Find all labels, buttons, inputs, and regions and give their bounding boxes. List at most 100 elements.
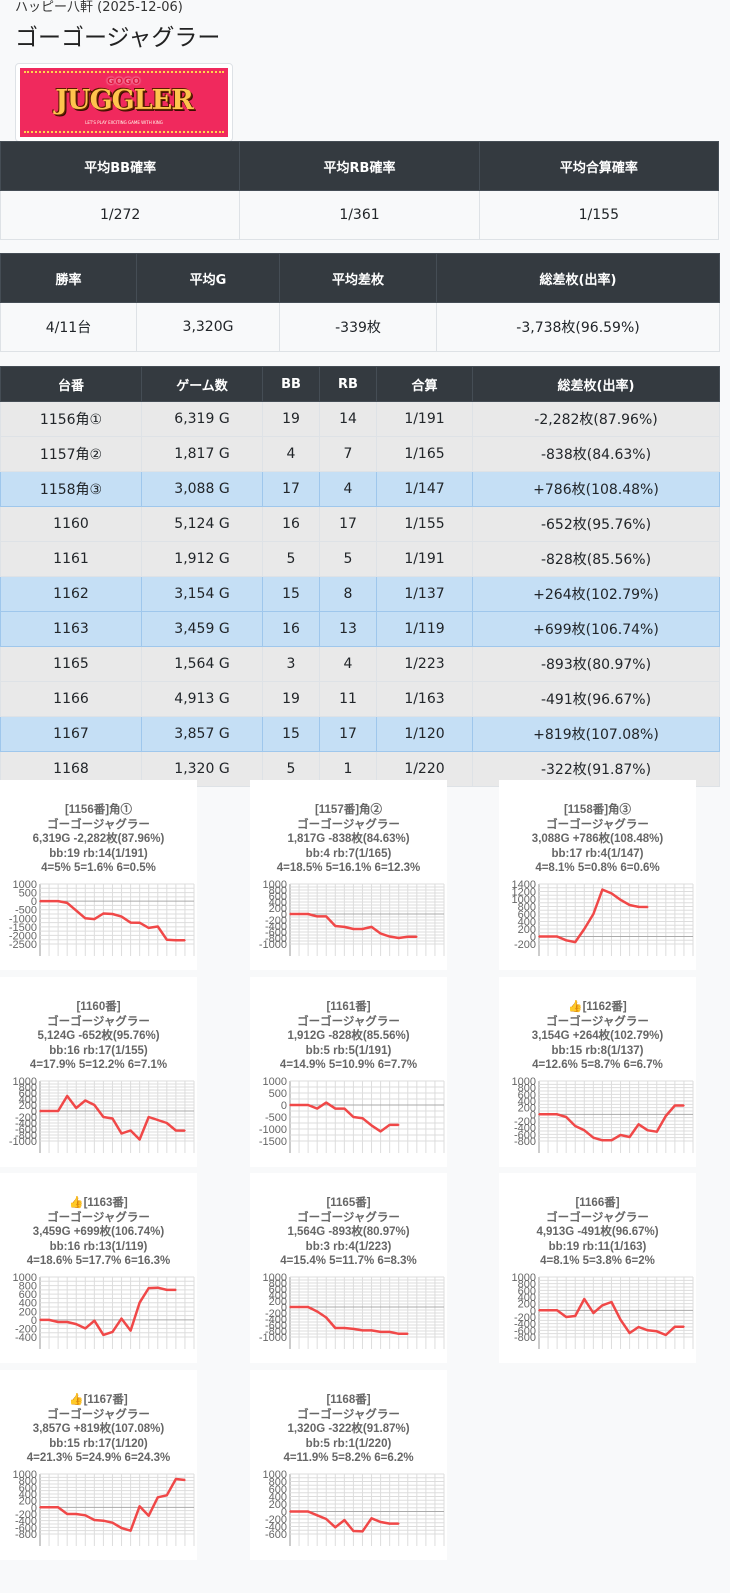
data-point [289,1104,291,1106]
y-tick-label: 400 [269,1290,287,1302]
chart-title-machine: [1156番]角① [64,804,133,816]
chart-title-machine: [1168番] [326,1394,371,1406]
chart-title: [1156番]角① ゴーゴージャグラー 6,319G -2,282枚(87.96%)… [0,803,197,876]
y-tick-label: -600 [265,927,287,939]
table-row: 1160 5,124 G 16 17 1/155 -652枚(95.76%) [0,506,720,542]
data-point [379,932,382,935]
data-point [166,1122,168,1124]
avg-diff-value: -339枚 [279,302,437,352]
y-tick-label: 0 [31,1315,37,1327]
cell-rb-count: 8 [319,576,377,612]
cell-games: 1,564 G [141,646,263,682]
chart-title-line: bb:17 rb:4(1/147) [551,847,644,860]
data-point [75,1323,78,1325]
diff-series-line [290,1305,408,1336]
data-point [298,1104,300,1106]
y-tick-label: -800 [514,1332,536,1344]
y-tick-label: 0 [281,1507,287,1519]
cell-machine-number: 1161 [0,541,142,577]
chart-title-line: bb:3 rb:4(1/223) [305,1240,392,1253]
y-tick-label: -400 [15,1118,37,1130]
cell-bb-count: 15 [262,576,320,612]
chart-title-line: ゴーゴージャグラー [546,1211,649,1224]
data-point [343,1327,346,1329]
cell-games: 3,154 G [141,576,263,612]
y-tick-label: 600 [518,909,536,921]
y-tick-label: 800 [518,1279,536,1291]
data-point [102,1116,105,1118]
data-point [592,1312,595,1314]
col-total: 合算 [376,366,473,402]
machine-chart-card: [1166番] ゴーゴージャグラー 4,913G -491枚(96.67%) bb:1… [499,1173,696,1363]
data-point [547,1309,549,1312]
cell-machine-number: 1156角① [0,401,142,437]
header-avg-total: 平均合算確率 [478,141,720,191]
chart-title: [1157番]角② ゴーゴージャグラー 1,817G -838枚(84.63%) bb… [250,803,447,876]
banner-image: GOGO JUGGLER LET'S PLAY EXCITING GAME WI… [20,68,228,137]
data-point [556,935,558,938]
y-tick-label: -600 [15,1124,37,1136]
data-point [307,913,309,915]
cell-diff: +699枚(106.74%) [472,611,720,647]
data-point [316,1514,318,1517]
chart-title-line: bb:15 rb:17(1/120) [49,1437,148,1450]
data-point [361,1329,364,1332]
chart-title-line: ゴーゴージャグラー [546,818,649,831]
data-point [683,1325,685,1328]
chart-title: 👍[1167番] ゴーゴージャグラー 3,857G +819枚(107.08%) bb… [0,1393,197,1466]
machine-chart-card: 👍[1162番] ゴーゴージャグラー 3,154G +264枚(102.79%) bb… [499,977,696,1167]
machine-chart-card: [1157番]角② ゴーゴージャグラー 1,817G -838枚(84.63%) bb… [250,780,447,970]
chart-title-line: 4=18.6% 5=17.7% 6=16.3% [26,1255,171,1267]
data-point [48,1506,50,1509]
data-point [120,915,123,918]
cell-total-prob: 1/120 [376,716,473,752]
y-tick-label: 200 [518,1103,536,1115]
chart-title-line: ゴーゴージャグラー [297,1015,400,1028]
col-diff: 総差枚(出率) [472,366,720,402]
cell-diff: -838枚(84.63%) [472,436,720,472]
data-point [289,1510,291,1513]
cell-machine-number: 1163 [0,611,142,647]
cell-bb-count: 16 [262,506,320,542]
data-point [556,1309,558,1312]
y-tick-label: 400 [269,1492,287,1504]
data-point [334,1107,337,1110]
cell-total-prob: 1/165 [376,436,473,472]
data-point [637,1123,640,1126]
y-tick-label: -1000 [9,913,37,925]
y-tick-label: 800 [19,1281,37,1293]
data-point [75,909,78,912]
data-point [298,1510,300,1513]
chart-title-line: 4,913G -491枚(96.67%) [536,1226,659,1238]
chart-title: [1161番] ゴーゴージャグラー 1,912G -828枚(85.56%) bb:5… [250,1000,447,1073]
cell-machine-number: 1165 [0,646,142,682]
chart-title: [1166番] ゴーゴージャグラー 4,913G -491枚(96.67%) bb:1… [499,1196,696,1269]
table-row: 1165 1,564 G 3 4 1/223 -893枚(80.97%) [0,646,720,682]
cell-rb-count: 5 [319,541,377,577]
y-tick-label: -1000 [259,1124,287,1136]
y-tick-label: 1000 [512,1272,536,1284]
data-point [102,1519,105,1522]
data-point [93,1519,96,1521]
cell-games: 3,857 G [141,716,263,752]
data-point [156,1286,159,1289]
data-point [628,904,631,906]
y-tick-label: 1000 [263,879,287,891]
y-tick-label: 800 [518,1083,536,1095]
data-point [538,935,540,938]
cell-rb-count: 4 [319,471,377,507]
chart-title-line: 1,817G -838枚(84.63%) [287,833,410,845]
data-point [325,915,328,918]
y-tick-label: -1000 [259,1332,287,1344]
y-tick-label: -500 [265,1112,287,1124]
chart-title-line: 3,154G +264枚(102.79%) [531,1030,664,1042]
data-point [601,888,604,891]
data-point [601,1304,604,1307]
y-tick-label: 400 [269,897,287,909]
data-point [646,906,649,908]
result-summary-table: 勝率 平均G 平均差枚 総差枚(出率) 4/11台 3,320G -339枚 -… [0,253,720,352]
data-point [156,1496,159,1499]
